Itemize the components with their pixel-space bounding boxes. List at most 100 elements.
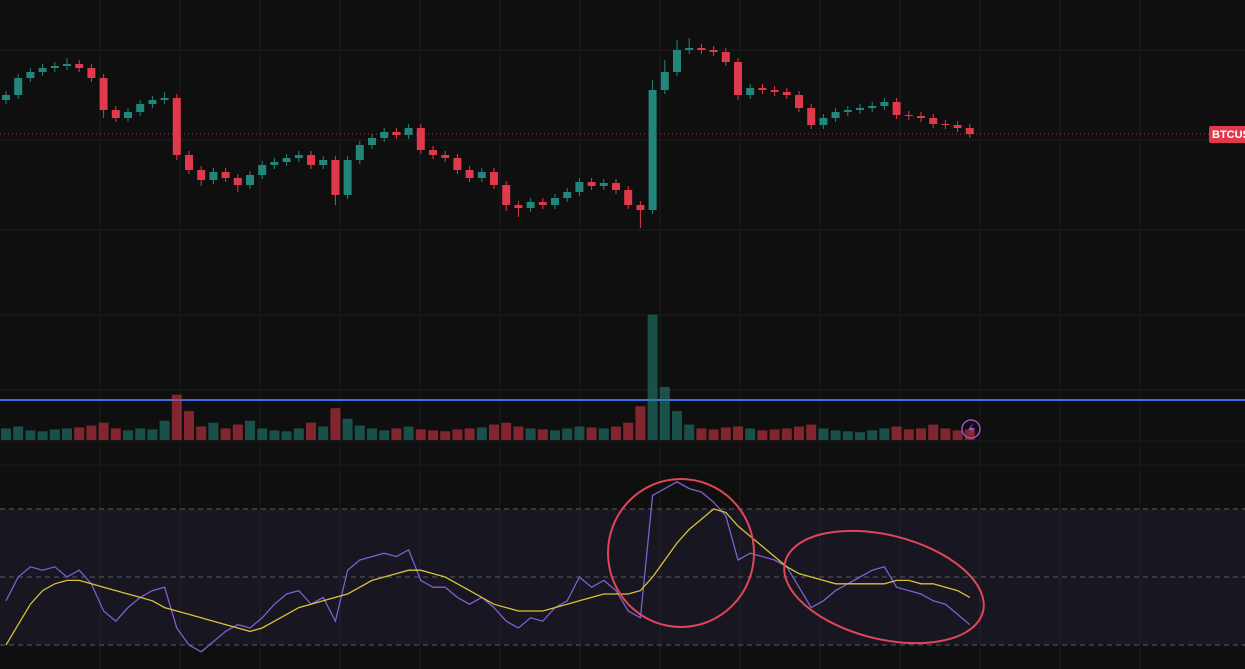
candle-body (807, 108, 816, 125)
volume-bar (525, 428, 536, 440)
candle-body (563, 192, 572, 198)
volume-bar (440, 431, 451, 440)
volume-bar (635, 406, 646, 440)
candle-body (392, 132, 401, 135)
candle-body (50, 66, 59, 68)
candle-body (526, 202, 535, 208)
candle-body (246, 175, 254, 185)
lightning-glyph (968, 423, 975, 435)
candle-body (99, 78, 108, 110)
volume-bar (135, 428, 146, 440)
candle-body (831, 112, 840, 118)
candle-body (380, 132, 389, 138)
volume-bar (513, 426, 524, 440)
candle-body (624, 190, 633, 205)
volume-bar (745, 428, 756, 440)
candle-body (343, 160, 352, 195)
volume-bar (196, 426, 207, 440)
volume-bar (842, 431, 853, 440)
volume-bar (184, 411, 194, 440)
volume-bar (86, 425, 97, 440)
volume-bar (781, 428, 792, 440)
volume-bar (818, 428, 829, 440)
candle-body (929, 118, 938, 124)
volume-bar (708, 429, 719, 440)
candle-body (270, 162, 279, 165)
candle-body (148, 100, 157, 104)
volume-bar (1, 428, 11, 440)
candle-body (258, 165, 267, 175)
volume-bar (733, 426, 743, 440)
candle-body (368, 138, 376, 145)
volume-bar (879, 428, 890, 440)
candle-body (917, 116, 925, 118)
candle-body (685, 48, 694, 50)
candle-body (819, 118, 828, 125)
candle-body (14, 78, 23, 95)
candle-body (441, 155, 450, 158)
annotation-ellipse (783, 529, 985, 645)
volume-bar (428, 430, 438, 440)
candle-body (490, 172, 498, 185)
volume-bar (232, 424, 243, 440)
candle-body (453, 158, 462, 170)
volume-bar (586, 427, 597, 440)
volume-bar (379, 430, 390, 440)
volume-bar (598, 428, 609, 440)
volume-bar (354, 425, 365, 440)
volume-bar (171, 394, 182, 440)
rsi-line (5, 481, 971, 653)
plot-layer: BTCUS (0, 38, 1245, 653)
candle-body (660, 72, 669, 90)
volume-bar (550, 430, 560, 440)
volume-bar (501, 422, 512, 440)
volume-bar (964, 429, 975, 440)
volume-bar (476, 427, 487, 440)
candle-body (416, 128, 425, 150)
candle-body (111, 110, 120, 118)
volume-bar (903, 429, 914, 440)
volume-bar (330, 408, 341, 440)
candle-body (197, 170, 206, 180)
volume-bar (123, 430, 133, 440)
candle-body (575, 182, 584, 192)
volume-bar (257, 428, 268, 440)
lightning-icon[interactable] (961, 419, 981, 439)
candle-body (587, 182, 596, 186)
candle-body (465, 170, 474, 178)
volume-bar (489, 424, 499, 440)
volume-bar (452, 429, 463, 440)
volume-bar (794, 426, 804, 440)
volume-bar (293, 428, 304, 440)
rsi-line (5, 508, 971, 646)
candle-body (26, 72, 35, 78)
candle-body (612, 183, 620, 190)
volume-bar (37, 431, 48, 440)
candle-body (38, 68, 47, 72)
volume-bar (110, 428, 121, 440)
candle-body (843, 110, 852, 112)
candle-body (636, 205, 645, 210)
candle-body (673, 50, 681, 72)
volume-bar (940, 428, 951, 440)
volume-bar (281, 431, 292, 440)
candle-body (648, 90, 657, 210)
volume-bar (684, 424, 695, 440)
candle-body (233, 178, 242, 185)
candle-body (282, 158, 291, 162)
candle-body (87, 68, 96, 78)
candle-body (709, 50, 718, 52)
candle-body (209, 172, 218, 180)
volume-bar (696, 428, 707, 440)
candle-body (477, 172, 486, 178)
candle-body (892, 102, 901, 115)
volume-bar (916, 428, 926, 440)
candle-body (770, 90, 779, 92)
volume-bar (769, 429, 780, 440)
volume-bar (647, 314, 658, 440)
volume-bar (830, 430, 841, 440)
volume-bar (415, 429, 426, 440)
candle-body (63, 64, 71, 66)
candle-body (856, 108, 864, 110)
candle-body (965, 128, 974, 134)
